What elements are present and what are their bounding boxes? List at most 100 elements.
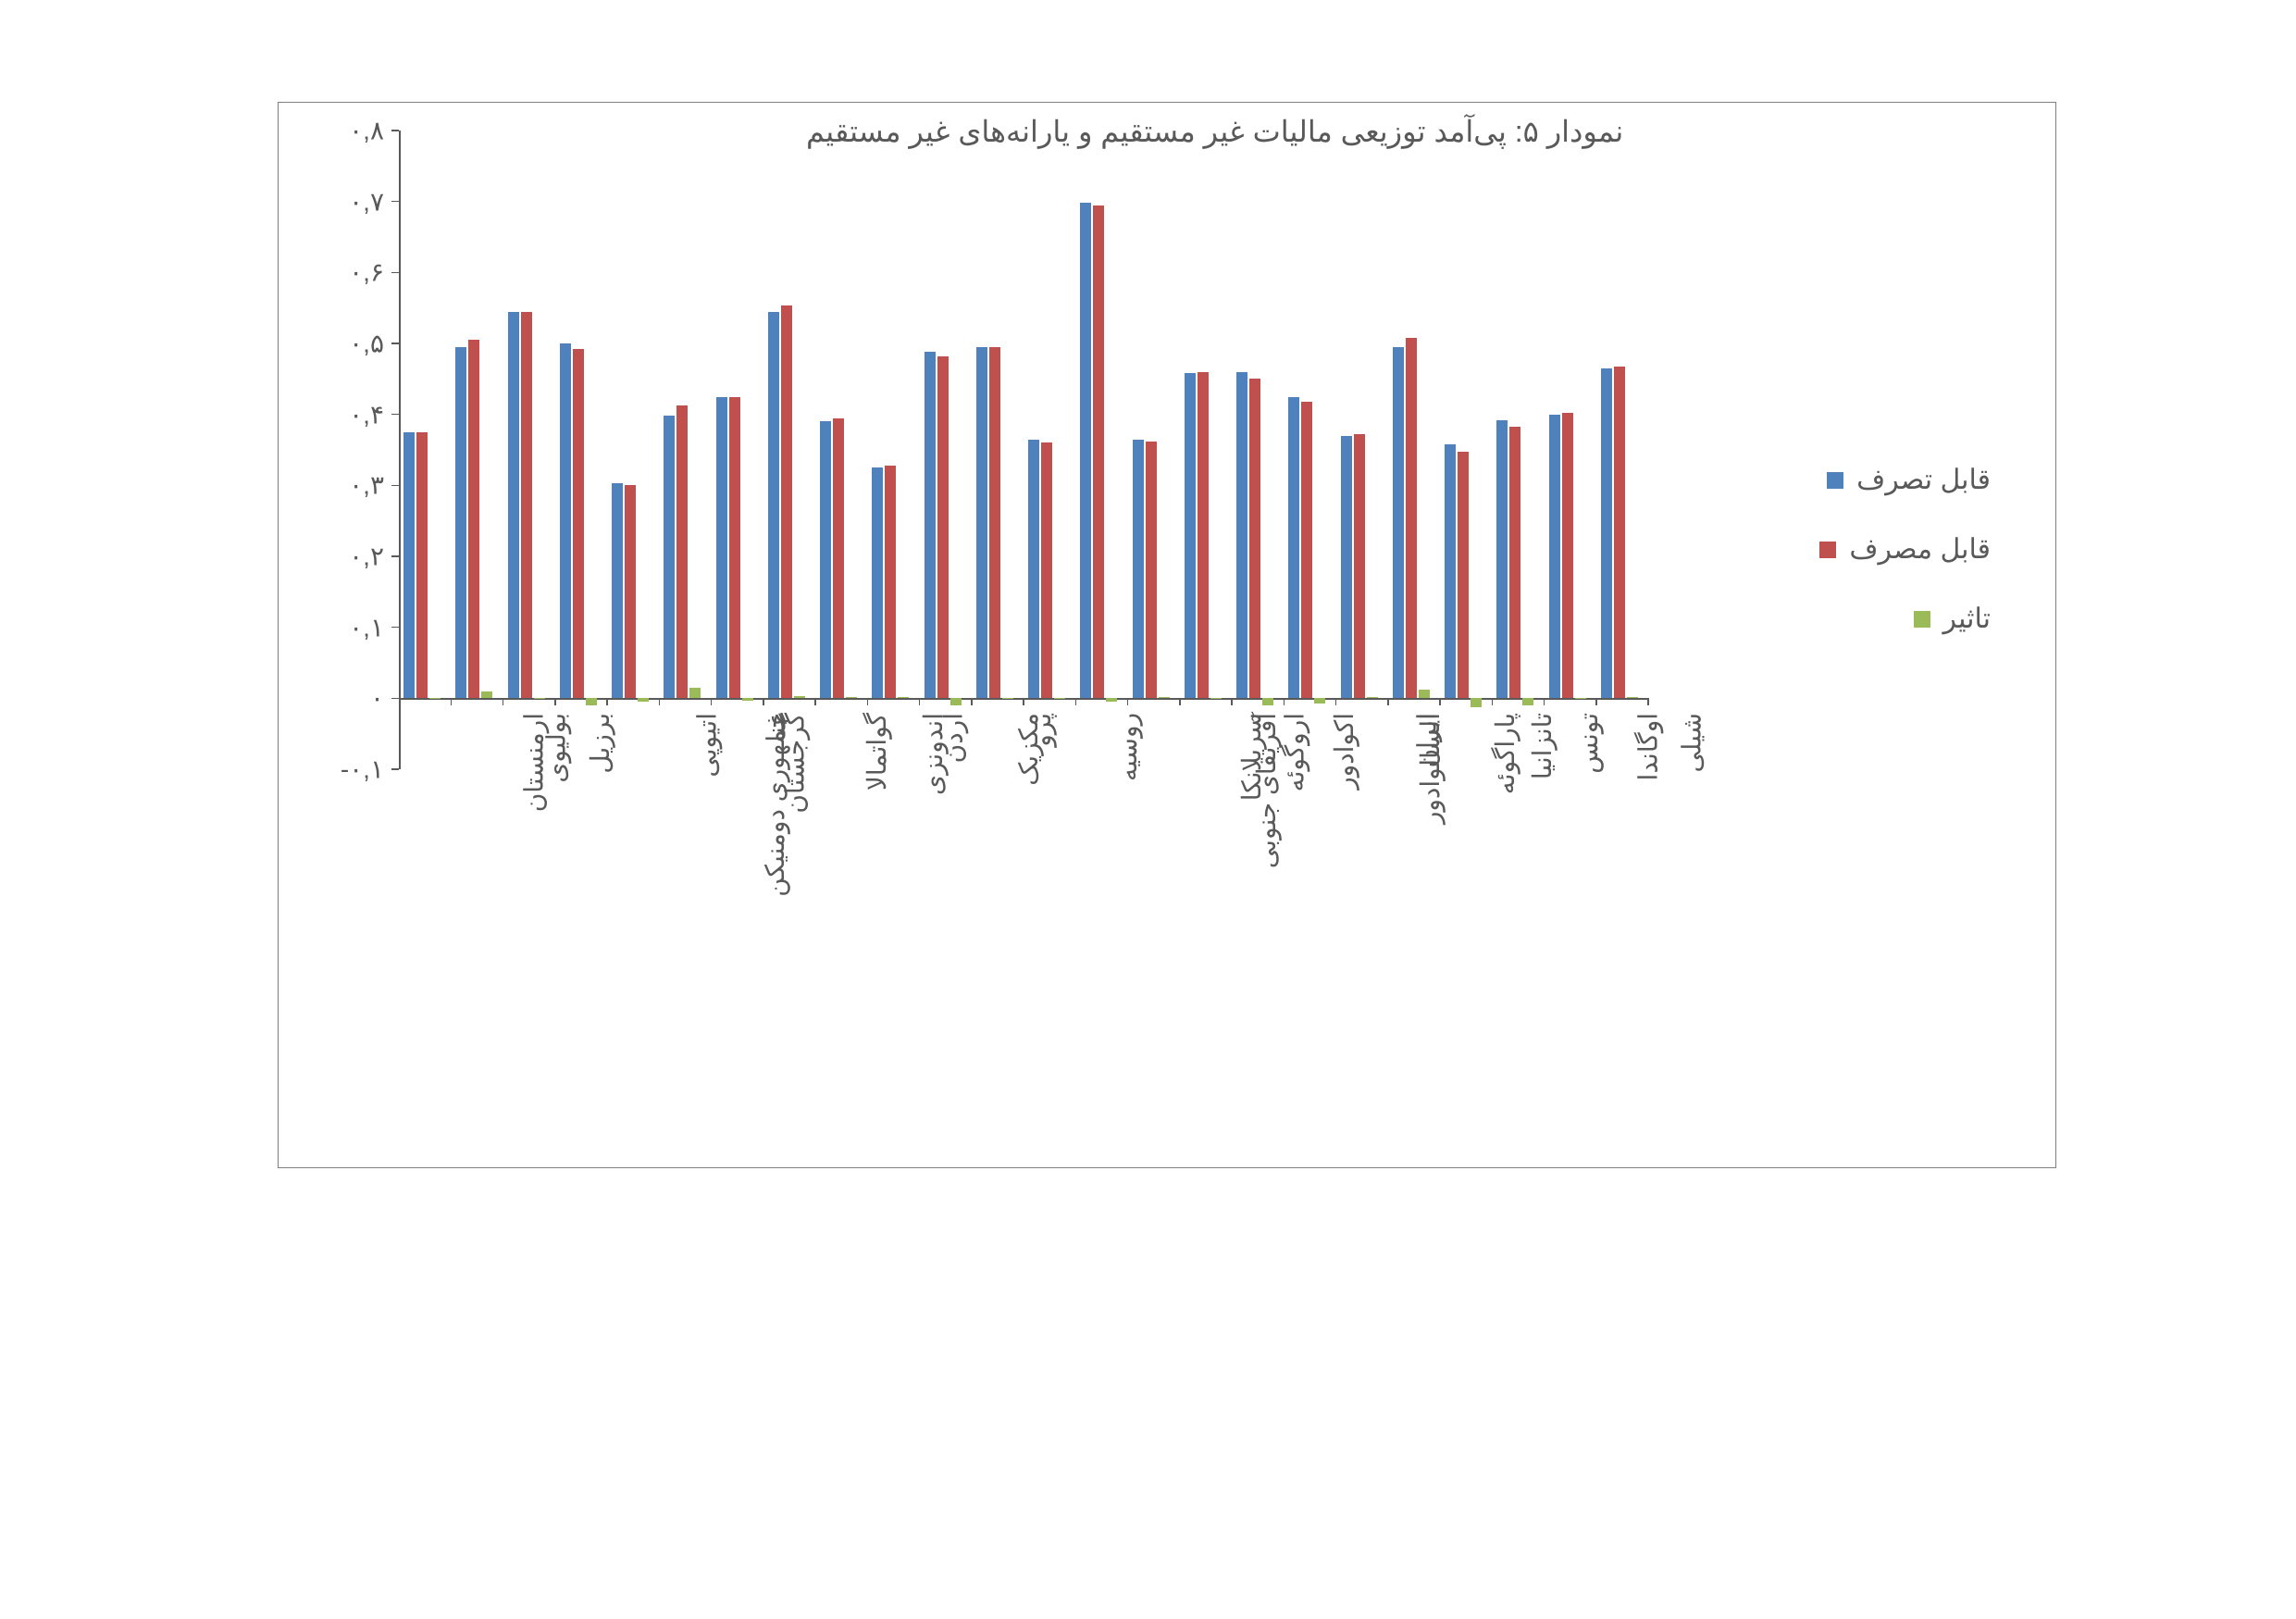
x-axis-label: گواتمالا	[862, 713, 892, 791]
bar	[534, 698, 545, 699]
bar	[1471, 698, 1482, 706]
legend-label: تاثیر	[1943, 603, 1991, 635]
x-axis-label: تانزانیا	[1527, 713, 1558, 779]
y-tick-label: -۰,۱	[310, 754, 384, 785]
legend-swatch	[1914, 611, 1930, 628]
y-tick	[391, 768, 399, 770]
bar	[794, 696, 805, 698]
bar	[1562, 413, 1573, 698]
bar	[573, 349, 584, 698]
y-tick	[391, 698, 399, 700]
y-tick	[391, 272, 399, 274]
y-tick	[391, 130, 399, 131]
x-tick	[1127, 698, 1129, 705]
y-tick	[391, 627, 399, 629]
bar	[455, 347, 466, 699]
x-axis-label: اکوادور	[1329, 713, 1359, 790]
bar	[716, 397, 727, 699]
bar	[638, 698, 649, 702]
bar	[1367, 697, 1378, 699]
bar	[403, 432, 415, 699]
x-axis-label: غنا	[761, 713, 791, 742]
x-tick	[659, 698, 661, 705]
bar	[429, 698, 441, 699]
x-axis-label: پاراگوئه	[1490, 713, 1520, 794]
x-tick	[814, 698, 816, 705]
y-tick	[391, 555, 399, 557]
x-tick	[711, 698, 713, 705]
bar	[768, 312, 779, 699]
bar	[781, 305, 792, 698]
x-tick	[451, 698, 453, 705]
x-axis-label: روسیه	[1112, 713, 1143, 781]
bar	[1133, 440, 1144, 699]
bar	[898, 697, 909, 699]
x-tick	[1595, 698, 1597, 705]
plot-area: -۰,۱۰۰,۱۰,۲۰,۳۰,۴۰,۵۰,۶۰,۷۰,۸ارمنستانبول…	[399, 131, 1648, 769]
bar	[989, 347, 1000, 699]
x-axis-label: اتیوپی	[692, 713, 723, 778]
page: { "chart": { "title": "نمودار ۵: پی‌آمد …	[0, 0, 2296, 1619]
legend-item: تاثیر	[1819, 603, 1991, 635]
x-axis-label: سریلانکا	[1236, 713, 1267, 801]
bar	[481, 691, 492, 699]
bar	[833, 418, 844, 699]
x-tick	[1492, 698, 1494, 705]
bar	[1080, 203, 1091, 698]
bar	[1601, 368, 1612, 699]
x-tick	[919, 698, 921, 705]
y-tick-label: ۰,۱	[310, 612, 384, 642]
bar	[1445, 444, 1456, 698]
bar	[1002, 698, 1013, 699]
legend: قابل تصرف قابل مصرف تاثیر	[1819, 464, 1991, 672]
bar	[1354, 434, 1365, 698]
bar	[676, 405, 688, 698]
bar	[1249, 379, 1260, 698]
y-tick-label: ۰,۲	[310, 542, 384, 572]
bar	[937, 356, 949, 699]
bar	[1288, 397, 1299, 699]
bar	[1146, 442, 1157, 699]
legend-item: قابل تصرف	[1819, 464, 1991, 496]
bar	[1236, 372, 1247, 699]
y-tick	[391, 414, 399, 416]
bar	[846, 697, 857, 699]
bar	[1496, 420, 1508, 699]
y-tick-label: ۰,۳	[310, 470, 384, 501]
bar	[885, 466, 896, 698]
x-axis-label: تونس	[1573, 713, 1604, 774]
bar	[1093, 205, 1104, 699]
x-axis-label: اردن	[938, 713, 969, 763]
legend-label: قابل مصرف	[1849, 533, 1991, 566]
y-axis-line	[399, 131, 401, 769]
y-tick-label: ۰,۵	[310, 329, 384, 359]
bar	[1549, 415, 1560, 699]
bar	[1314, 698, 1325, 704]
x-axis-label: برزیل	[584, 713, 614, 774]
bar	[468, 340, 479, 698]
bar	[1262, 698, 1273, 705]
bar	[1041, 442, 1052, 698]
bar	[729, 397, 740, 699]
x-tick	[1647, 698, 1649, 705]
y-tick-label: ۰,۷	[310, 186, 384, 217]
x-tick	[763, 698, 764, 705]
bar	[1028, 440, 1039, 699]
bar	[1509, 427, 1520, 699]
bar	[1614, 367, 1625, 699]
bar	[1054, 698, 1065, 699]
y-tick	[391, 342, 399, 344]
bar	[508, 312, 519, 699]
legend-item: قابل مصرف	[1819, 533, 1991, 566]
bar	[625, 485, 636, 698]
x-tick	[1179, 698, 1181, 705]
x-axis-label: ایران	[1411, 713, 1442, 767]
bar	[1627, 697, 1638, 699]
x-tick	[867, 698, 869, 705]
bar	[925, 352, 936, 698]
legend-label: قابل تصرف	[1856, 464, 1991, 496]
bar	[1458, 452, 1469, 699]
bar	[586, 698, 597, 705]
bar	[1522, 698, 1533, 705]
bar	[1419, 690, 1430, 698]
